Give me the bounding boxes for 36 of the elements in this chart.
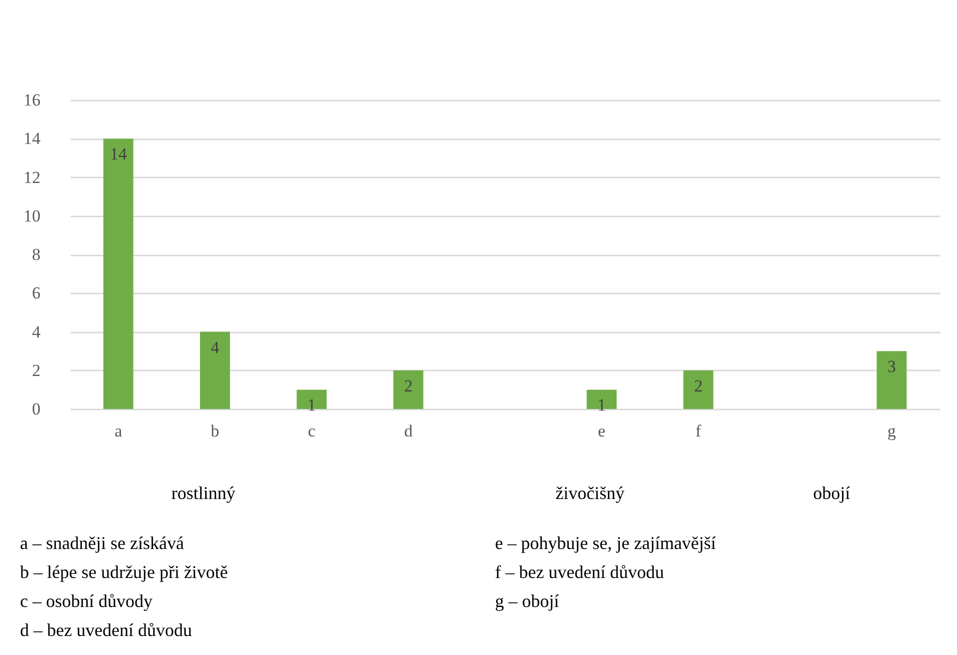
x-tick-label: d xyxy=(404,422,414,440)
bar xyxy=(393,370,424,409)
data-label: 14 xyxy=(110,144,128,164)
y-tick-label: 6 xyxy=(32,284,40,303)
y-tick-label: 16 xyxy=(24,90,40,110)
bar xyxy=(200,332,230,409)
data-label: 2 xyxy=(694,376,703,396)
x-tick-label: a xyxy=(114,422,123,440)
text: f – bez uvedení důvodu xyxy=(495,562,664,582)
y-tick-label: 10 xyxy=(24,206,40,226)
x-tick-label: f xyxy=(695,422,702,440)
y-tick-label: 8 xyxy=(32,245,40,264)
x-tick-label: e xyxy=(598,422,606,440)
x-tick-label: g xyxy=(887,422,896,440)
text: obojí xyxy=(813,483,850,503)
x-tick-label: b xyxy=(210,422,220,440)
data-label: 2 xyxy=(404,376,413,396)
text: c – osobní důvody xyxy=(20,591,152,611)
y-tick-label: 14 xyxy=(24,129,41,148)
bar xyxy=(103,138,134,409)
text: živočišný xyxy=(556,483,624,503)
bar xyxy=(683,370,714,409)
x-tick-label: c xyxy=(308,422,316,440)
text: rostlinný xyxy=(171,483,236,503)
text: e – pohybuje se, je zajímavější xyxy=(495,533,716,553)
y-tick-label: 4 xyxy=(32,322,41,342)
y-tick-label: 2 xyxy=(32,360,40,380)
text: b – lépe se udržuje při životě xyxy=(20,562,228,582)
y-tick-label: 0 xyxy=(32,400,40,418)
data-label: 4 xyxy=(210,338,220,357)
text: a – snadněji se získává xyxy=(20,533,184,553)
data-label: 3 xyxy=(887,357,896,376)
text: g – obojí xyxy=(495,591,560,611)
y-tick-label: 12 xyxy=(24,168,40,187)
text: d – bez uvedení důvodu xyxy=(20,620,192,640)
bar xyxy=(876,351,907,409)
